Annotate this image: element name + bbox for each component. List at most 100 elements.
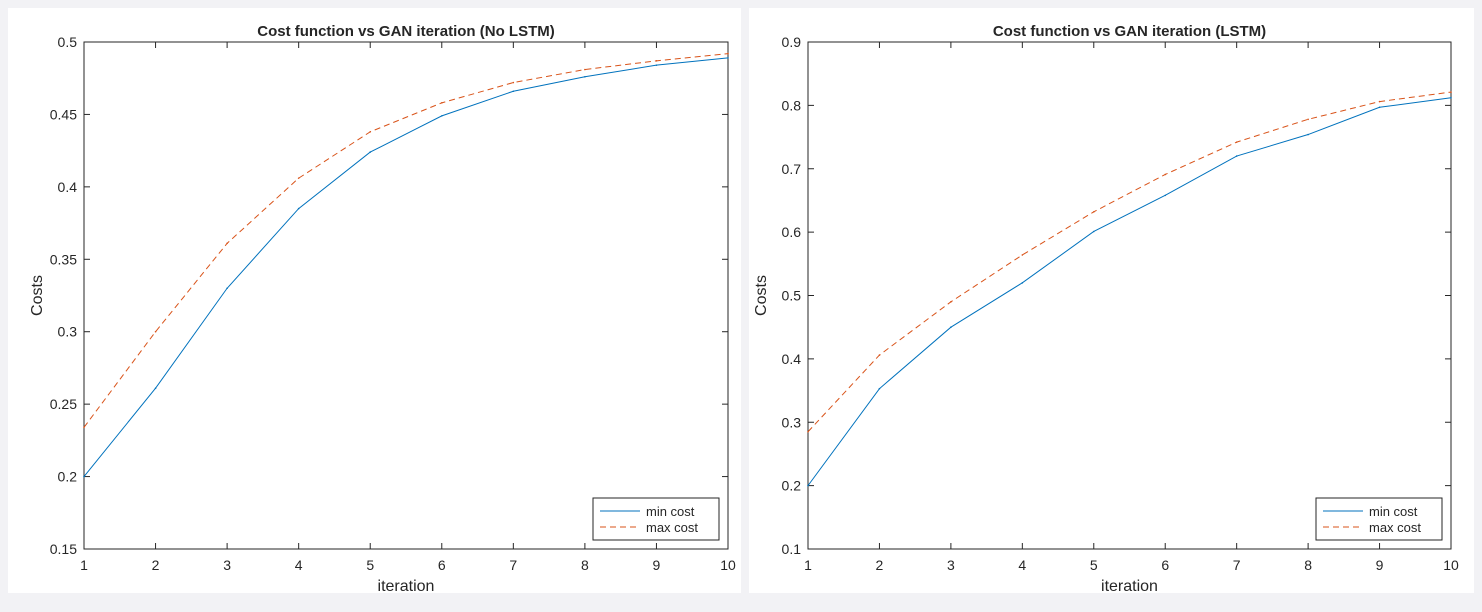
- x-tick-label: 8: [1304, 557, 1312, 573]
- max-cost-point: [584, 68, 586, 71]
- min-cost-point: [807, 484, 809, 487]
- min-cost-point: [154, 387, 157, 390]
- min-cost-point: [1235, 155, 1238, 157]
- max-cost-line: [807, 91, 1452, 433]
- y-tick-label: 0.25: [50, 396, 77, 412]
- max-cost-point: [878, 354, 881, 356]
- x-tick-label: 3: [223, 557, 231, 573]
- chart-1: Cost function vs GAN iteration (No LSTM)…: [8, 8, 741, 595]
- min-cost-point: [878, 387, 881, 390]
- x-axis-label: iteration: [1101, 578, 1158, 595]
- plot-area: [807, 41, 1452, 550]
- x-tick-label: 6: [438, 557, 446, 573]
- min-cost-point: [950, 326, 952, 328]
- y-tick-label: 0.4: [58, 179, 78, 195]
- max-cost-point: [1164, 173, 1167, 176]
- y-tick-label: 0.5: [58, 34, 78, 50]
- min-cost-point: [440, 115, 443, 117]
- y-tick-label: 0.5: [782, 288, 802, 304]
- max-cost-point: [512, 81, 515, 84]
- x-tick-label: 8: [581, 557, 589, 573]
- min-cost-point: [1378, 106, 1381, 109]
- legend-box: [592, 497, 720, 541]
- x-tick-label: 2: [876, 557, 884, 573]
- max-cost-point: [1021, 254, 1024, 256]
- min-cost-point: [655, 64, 658, 66]
- y-tick-label: 0.8: [782, 97, 802, 113]
- max-cost-point: [1307, 118, 1309, 121]
- chart-title: Cost function vs GAN iteration (No LSTM): [257, 23, 555, 40]
- max-cost-point: [83, 426, 85, 429]
- x-tick-label: 7: [509, 557, 517, 573]
- y-tick-label: 0.4: [782, 351, 802, 367]
- max-cost-point: [154, 330, 157, 333]
- x-tick-label: 5: [366, 557, 374, 573]
- y-tick-label: 0.3: [782, 414, 802, 430]
- min-cost-point: [226, 287, 228, 290]
- max-cost-point: [369, 131, 372, 133]
- max-cost-line: [83, 53, 729, 428]
- x-tick-label: 5: [1090, 557, 1098, 573]
- min-cost-point: [727, 57, 729, 59]
- x-tick-label: 2: [152, 557, 160, 573]
- y-axis-label: Costs: [753, 275, 770, 316]
- max-cost-point: [807, 430, 809, 433]
- x-tick-label: 7: [1233, 557, 1241, 573]
- min-cost-point: [512, 90, 515, 93]
- x-tick-label: 3: [947, 557, 955, 573]
- max-cost-point: [727, 52, 729, 55]
- max-cost-point: [1235, 141, 1238, 143]
- min-cost-point: [584, 75, 586, 78]
- y-tick-label: 0.15: [50, 541, 77, 557]
- min-cost-point: [83, 475, 85, 478]
- y-tick-label: 0.2: [782, 478, 802, 494]
- x-tick-label: 4: [1018, 557, 1026, 573]
- x-tick-label: 9: [653, 557, 661, 573]
- y-tick-label: 0.7: [782, 161, 802, 177]
- plot-area: [83, 41, 729, 550]
- y-tick-label: 0.3: [58, 324, 78, 340]
- min-cost-line: [807, 97, 1452, 486]
- max-cost-point: [1378, 100, 1381, 103]
- legend-label: min cost: [646, 504, 695, 519]
- min-cost-point: [297, 207, 300, 210]
- min-cost-line: [83, 57, 729, 477]
- y-tick-label: 0.45: [50, 106, 77, 122]
- x-tick-label: 10: [720, 557, 736, 573]
- y-axis-label: Costs: [29, 275, 46, 316]
- x-tick-label: 1: [804, 557, 812, 573]
- legend-label: max cost: [1369, 520, 1421, 535]
- x-tick-label: 1: [80, 557, 88, 573]
- max-cost-point: [950, 301, 952, 303]
- y-tick-label: 0.35: [50, 251, 77, 267]
- y-tick-label: 0.9: [782, 34, 802, 50]
- max-cost-point: [226, 242, 228, 245]
- y-tick-label: 0.6: [782, 224, 802, 240]
- x-tick-label: 9: [1376, 557, 1384, 573]
- min-cost-point: [1307, 133, 1309, 136]
- y-tick-label: 0.2: [58, 469, 78, 485]
- legend-label: max cost: [646, 520, 698, 535]
- chart-2: Cost function vs GAN iteration (LSTM) 1 2 3…: [749, 8, 1474, 595]
- x-axis-label: iteration: [378, 578, 435, 595]
- max-cost-point: [1450, 91, 1452, 93]
- min-cost-point: [369, 151, 372, 153]
- max-cost-point: [1092, 211, 1095, 213]
- min-cost-point: [1021, 282, 1024, 284]
- min-cost-point: [1164, 194, 1167, 197]
- chart-title: Cost function vs GAN iteration (LSTM): [993, 23, 1266, 40]
- x-tick-label: 4: [295, 557, 303, 573]
- min-cost-point: [1450, 96, 1452, 99]
- legend-label: min cost: [1369, 504, 1418, 519]
- x-tick-label: 10: [1443, 557, 1459, 573]
- max-cost-point: [655, 60, 658, 62]
- max-cost-point: [440, 102, 443, 104]
- y-tick-label: 0.1: [782, 541, 802, 557]
- x-tick-label: 6: [1161, 557, 1169, 573]
- min-cost-point: [1092, 230, 1095, 233]
- legend-box: [1315, 497, 1443, 541]
- max-cost-point: [297, 177, 300, 179]
